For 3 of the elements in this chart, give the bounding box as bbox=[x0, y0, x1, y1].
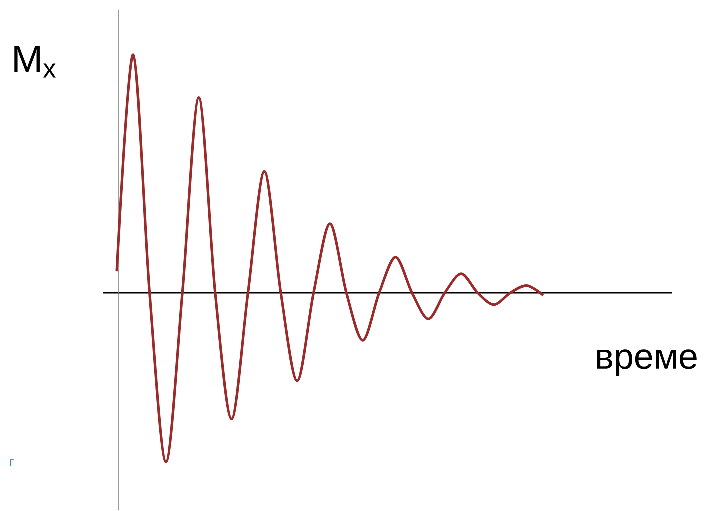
y-axis-title: M$_{x}$ bbox=[14, 46, 56, 78]
x-axis-title: време bbox=[597, 350, 697, 376]
text: г bbox=[10, 460, 14, 466]
